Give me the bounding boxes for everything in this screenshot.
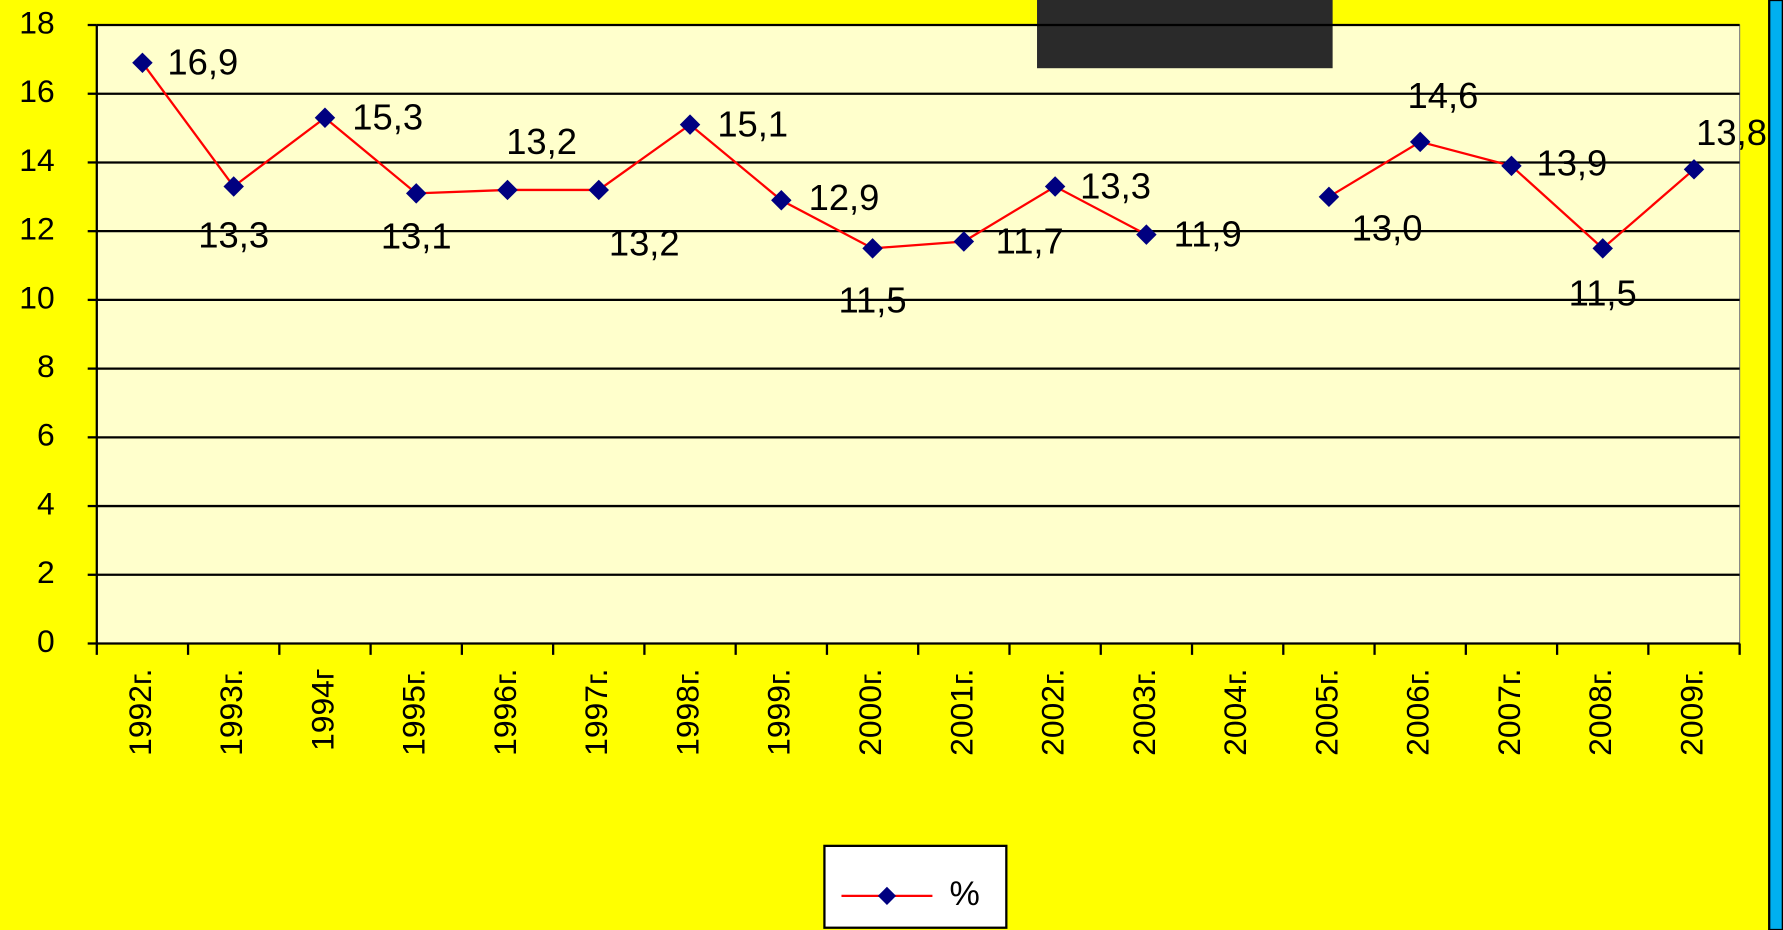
data-label: 13,1: [381, 215, 452, 256]
x-tick-label: 1998г.: [669, 669, 705, 756]
marker: [1044, 176, 1066, 197]
x-tick-label: 1992г.: [122, 669, 158, 756]
data-label: 13,3: [198, 214, 269, 255]
y-tick-label: 16: [19, 73, 54, 109]
data-label: 13,2: [506, 121, 577, 162]
x-tick-label: 2005г.: [1308, 669, 1344, 756]
data-label: 11,7: [996, 220, 1064, 261]
plot-area: [96, 24, 1741, 645]
marker: [223, 176, 244, 197]
legend: %: [823, 844, 1008, 929]
legend-label: %: [949, 875, 979, 913]
x-tick-label: 2004г.: [1217, 669, 1253, 756]
legend-box: [823, 844, 1008, 929]
y-tick-label: 10: [19, 279, 54, 315]
x-tick-label: 2009г.: [1673, 669, 1709, 756]
marker: [497, 179, 518, 201]
y-tick-label: 14: [19, 142, 54, 178]
data-label: 16,9: [167, 42, 238, 83]
data-label: 13,0: [1352, 208, 1423, 249]
photo: [1037, 0, 1333, 69]
data-label: 15,3: [352, 97, 423, 138]
x-tick-label: 2006г.: [1400, 669, 1436, 756]
x-tick-label: 2001г.: [943, 669, 979, 756]
x-tick-label: 2002г.: [1035, 669, 1071, 756]
marker: [1501, 155, 1522, 177]
y-tick-label: 8: [37, 348, 55, 384]
y-tick-label: 4: [37, 485, 55, 521]
data-label: 11,9: [1174, 213, 1242, 254]
data-label: 14,6: [1408, 75, 1479, 116]
x-tick-label: 1994г: [304, 669, 340, 751]
data-label: 11,5: [839, 280, 907, 321]
y-tick-label: 0: [37, 623, 55, 659]
y-tick-label: 18: [19, 4, 54, 40]
x-tick-label: 1997г.: [578, 669, 614, 756]
y-tick-label: 6: [37, 417, 55, 453]
data-label: 15,1: [717, 104, 788, 145]
y-tick-label: 2: [37, 554, 55, 590]
data-label: 13,2: [609, 222, 680, 263]
y-tick-label: 12: [19, 211, 54, 247]
x-tick-label: 1995г.: [396, 669, 432, 756]
data-label: 13,3: [1080, 165, 1151, 206]
x-tick-label: 1996г.: [487, 669, 523, 756]
x-tick-label: 2000г.: [852, 669, 888, 756]
marker: [588, 179, 610, 201]
x-tick-label: 1999г.: [761, 669, 797, 756]
legend-marker: [877, 886, 897, 905]
x-tick-label: 2008г.: [1582, 669, 1618, 756]
data-label: 12,9: [809, 177, 880, 218]
x-tick-label: 2003г.: [1126, 669, 1162, 756]
x-tick-label: 1993г.: [213, 669, 249, 756]
marker: [862, 238, 883, 259]
data-label: 13,9: [1536, 142, 1607, 183]
side-strip: [1768, 0, 1783, 930]
data-label: 11,5: [1569, 273, 1637, 314]
x-tick-label: 2007г.: [1491, 669, 1527, 756]
data-label: 13,8: [1696, 112, 1767, 153]
